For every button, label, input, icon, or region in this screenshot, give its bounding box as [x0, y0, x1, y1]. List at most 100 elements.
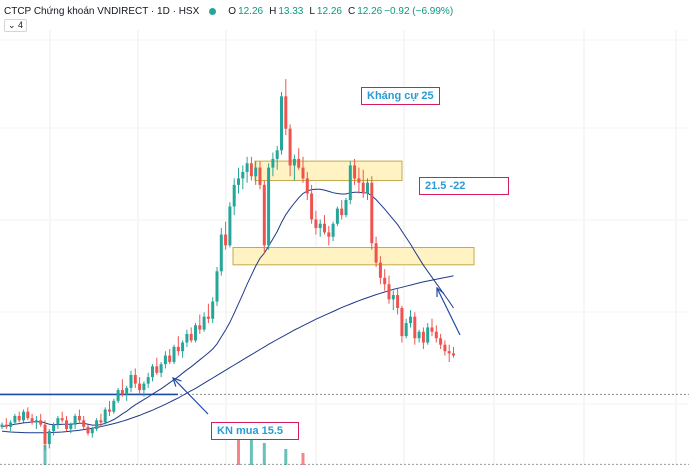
candle-body — [292, 158, 296, 166]
candle-body — [138, 383, 142, 391]
candle-body — [30, 418, 34, 423]
candle-body — [159, 364, 163, 373]
support-annotation[interactable]: 21.5 -22 — [419, 177, 509, 195]
candle-body — [116, 390, 120, 401]
candle-body — [73, 416, 77, 425]
candle-body — [47, 431, 51, 445]
candle-body — [224, 234, 228, 246]
candle-body — [17, 416, 21, 421]
candle-body — [301, 167, 305, 179]
support-arrow-head — [436, 286, 445, 298]
change-value: −0.92 (−6.99%) — [384, 6, 454, 17]
low-value: 12.26 — [316, 6, 342, 17]
candle-body — [146, 377, 150, 384]
candle-body — [120, 390, 124, 395]
volume-bar — [237, 425, 240, 465]
volume-bar — [249, 437, 253, 465]
candle-body — [133, 374, 137, 384]
candle-body — [335, 208, 339, 224]
candle-body — [305, 178, 309, 194]
candle-body — [90, 428, 94, 434]
candle-body — [202, 316, 206, 330]
candle-body — [168, 355, 172, 362]
market-status-icon — [209, 8, 217, 15]
candle-body — [4, 424, 8, 427]
candle-body — [172, 346, 176, 362]
close-label: C — [347, 6, 356, 17]
candle-body — [77, 416, 81, 421]
ma-short-line — [1, 188, 454, 428]
candle-body — [39, 420, 43, 425]
candle-body — [353, 165, 357, 179]
candle-body — [271, 158, 275, 168]
resistance-annotation[interactable]: Kháng cự 25 — [361, 87, 440, 105]
candle-body — [370, 182, 374, 244]
candle-body — [447, 351, 451, 354]
chart-header: CTCP Chứng khoán VNDIRECT · 1D · HSX O 12… — [4, 6, 453, 17]
ma-long-line — [1, 275, 454, 434]
candle-body — [387, 284, 391, 300]
high-label: H — [269, 6, 277, 17]
candle-body — [26, 411, 30, 419]
high-value: 13.33 — [278, 6, 304, 17]
buy-arrow — [172, 377, 209, 415]
buy-arrow-head — [172, 377, 182, 387]
candle-body — [232, 184, 236, 207]
low-label: L — [309, 6, 315, 17]
candle-body — [249, 163, 253, 177]
candle-body — [181, 342, 185, 352]
candle-body — [151, 366, 154, 378]
volume-bar — [301, 453, 305, 465]
candle-body — [99, 420, 103, 423]
candle-body — [215, 271, 219, 302]
candle-body — [331, 223, 335, 237]
candle-body — [443, 344, 447, 352]
candle-body — [297, 158, 301, 168]
candle-body — [22, 411, 25, 421]
candle-body — [284, 96, 288, 129]
symbol-title[interactable]: CTCP Chứng khoán VNDIRECT · 1D · HSX — [4, 6, 200, 17]
candle-body — [267, 167, 271, 246]
candle-body — [374, 243, 378, 263]
candlesticks — [0, 79, 455, 451]
candle-body — [404, 323, 408, 337]
candle-body — [310, 193, 314, 220]
candle-body — [82, 420, 86, 427]
candle-body — [314, 219, 318, 229]
candle-body — [378, 262, 382, 278]
candle-body — [348, 165, 352, 200]
indicator-count: 4 — [18, 20, 24, 30]
arrow-drawings — [172, 286, 461, 415]
candle-body — [9, 422, 13, 427]
support-arrow — [436, 287, 461, 336]
candle-body — [258, 167, 262, 185]
volume-bars — [43, 425, 305, 465]
candle-body — [219, 234, 223, 272]
volume-bar — [262, 443, 266, 465]
candle-body — [439, 338, 443, 345]
candle-body — [198, 325, 202, 330]
candle-body — [430, 327, 434, 332]
candle-body — [318, 223, 322, 229]
indicators-toggle-button[interactable]: ⌄ 4 — [4, 19, 28, 32]
candle-body — [241, 171, 245, 179]
candle-body — [327, 232, 331, 237]
candle-body — [361, 182, 365, 194]
candle-body — [280, 96, 283, 151]
support-zone — [232, 247, 475, 266]
open-label: O — [228, 6, 237, 17]
candle-body — [129, 374, 133, 388]
candle-body — [344, 200, 348, 216]
candle-body — [125, 387, 129, 395]
candle-body — [142, 383, 146, 391]
candle-body — [323, 223, 326, 233]
candle-body — [237, 178, 240, 185]
price-zones — [0, 160, 475, 396]
candle-body — [245, 163, 249, 172]
candle-body — [426, 327, 430, 343]
open-value: 12.26 — [238, 6, 264, 17]
buy-annotation[interactable]: KN mua 15.5 — [211, 422, 299, 440]
candle-body — [275, 150, 279, 159]
candle-body — [340, 208, 344, 216]
